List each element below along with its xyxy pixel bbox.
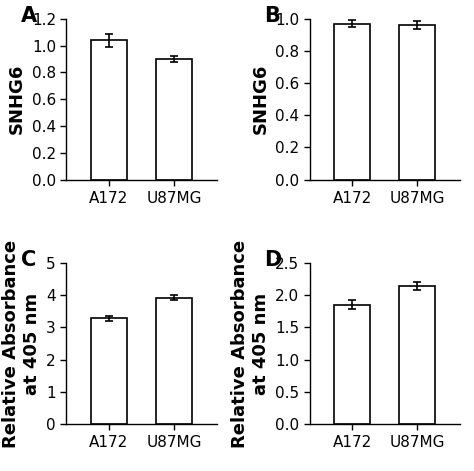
Bar xyxy=(91,41,127,179)
Bar xyxy=(400,286,435,424)
Y-axis label: Relative Absorbance
at 405 nm: Relative Absorbance at 405 nm xyxy=(2,239,41,447)
Bar xyxy=(334,305,370,424)
Bar xyxy=(91,318,127,424)
Y-axis label: SNHG6: SNHG6 xyxy=(251,64,269,134)
Bar xyxy=(334,24,370,179)
Text: D: D xyxy=(264,250,282,270)
Text: B: B xyxy=(264,6,281,26)
Bar xyxy=(400,25,435,179)
Bar xyxy=(156,59,192,179)
Text: C: C xyxy=(21,250,36,270)
Text: A: A xyxy=(21,6,37,26)
Y-axis label: Relative Absorbance
at 405 nm: Relative Absorbance at 405 nm xyxy=(231,239,270,447)
Y-axis label: SNHG6: SNHG6 xyxy=(8,64,26,134)
Bar xyxy=(156,298,192,424)
